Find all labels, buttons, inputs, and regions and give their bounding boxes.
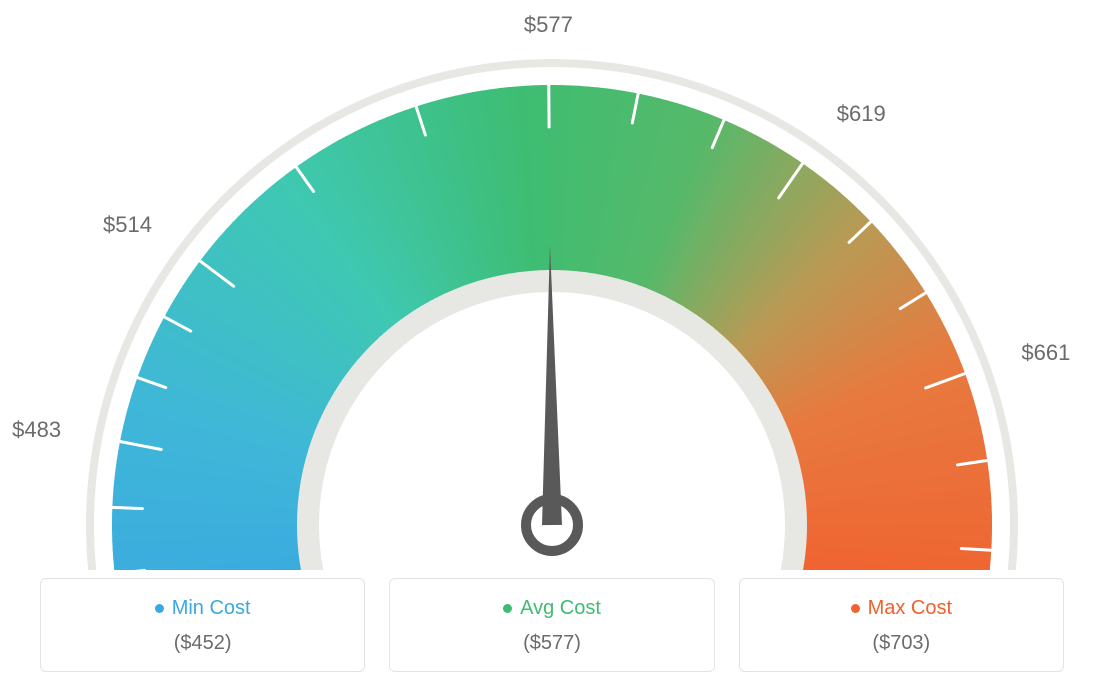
svg-text:$483: $483 [12,417,61,442]
svg-text:$514: $514 [103,212,152,237]
legend-item-min: Min Cost ($452) [40,578,365,672]
legend-dot-max [851,604,860,613]
cost-gauge-wrapper: $452$483$514$577$619$661$703 Min Cost ($… [0,0,1104,690]
legend-label-avg: Avg Cost [520,597,601,620]
legend-value-max: ($703) [740,632,1063,655]
legend-value-min: ($452) [41,632,364,655]
legend-value-avg: ($577) [390,632,713,655]
svg-text:$619: $619 [837,101,886,126]
legend-dot-min [155,604,164,613]
svg-text:$577: $577 [524,12,573,37]
legend-label-min: Min Cost [172,597,251,620]
legend-row: Min Cost ($452) Avg Cost ($577) Max Cost… [40,578,1064,672]
legend-dot-avg [503,604,512,613]
gauge-chart: $452$483$514$577$619$661$703 [0,0,1104,570]
svg-text:$661: $661 [1021,340,1070,365]
legend-item-avg: Avg Cost ($577) [389,578,714,672]
legend-label-max: Max Cost [868,597,952,620]
legend-item-max: Max Cost ($703) [739,578,1064,672]
